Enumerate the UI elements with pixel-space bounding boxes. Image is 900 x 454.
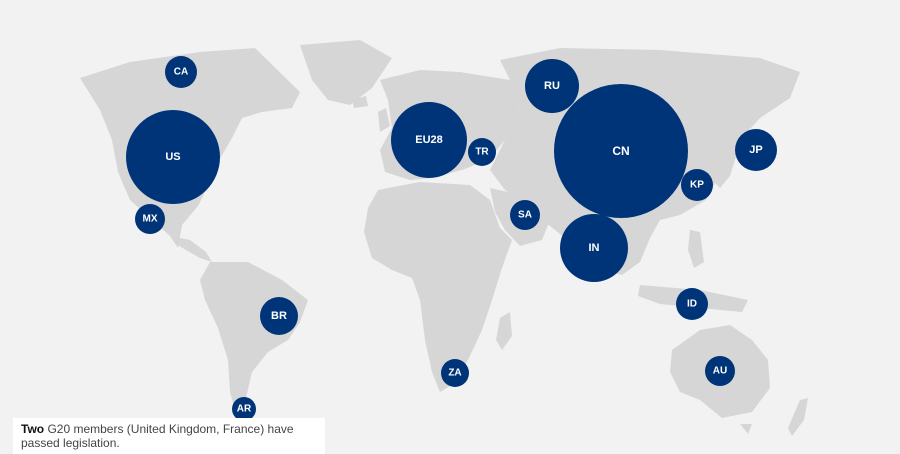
landmass-greenland bbox=[300, 40, 392, 105]
bubble-circle-ca[interactable] bbox=[165, 56, 197, 88]
country-bubble-cn[interactable]: CN bbox=[554, 84, 688, 218]
bubble-label-us: US bbox=[165, 151, 180, 163]
country-bubble-ca[interactable]: CA bbox=[165, 56, 197, 88]
bubble-circle-kp[interactable] bbox=[681, 169, 713, 201]
legend-caption: Two G20 members (United Kingdom, France)… bbox=[13, 418, 325, 454]
caption-text: G20 members (United Kingdom, France) hav… bbox=[21, 422, 294, 450]
country-bubble-sa[interactable]: SA bbox=[510, 200, 540, 230]
country-bubble-za[interactable]: ZA bbox=[441, 359, 469, 387]
bubble-label-kp: KP bbox=[690, 180, 704, 191]
caption-count: Two bbox=[21, 422, 45, 436]
landmass-madagascar bbox=[496, 312, 512, 350]
bubble-label-ca: CA bbox=[174, 67, 188, 78]
landmass-japan bbox=[712, 126, 738, 188]
bubble-label-za: ZA bbox=[448, 368, 461, 379]
bubble-circle-za[interactable] bbox=[441, 359, 469, 387]
country-bubble-ru[interactable]: RU bbox=[525, 59, 579, 113]
bubble-circle-au[interactable] bbox=[705, 356, 735, 386]
bubble-label-eu28: EU28 bbox=[415, 134, 443, 146]
bubble-label-in: IN bbox=[589, 242, 600, 254]
bubble-label-cn: CN bbox=[612, 144, 629, 158]
landmass-tasmania bbox=[740, 424, 752, 434]
bubble-circle-jp[interactable] bbox=[735, 129, 777, 171]
country-bubble-in[interactable]: IN bbox=[560, 214, 628, 282]
bubble-label-jp: JP bbox=[749, 144, 762, 156]
bubble-label-ar: AR bbox=[237, 404, 252, 415]
bubble-label-au: AU bbox=[713, 366, 727, 377]
landmass-central-america bbox=[170, 236, 212, 262]
bubble-circle-mx[interactable] bbox=[135, 204, 165, 234]
country-bubble-br[interactable]: BR bbox=[260, 297, 298, 335]
bubble-circle-cn[interactable] bbox=[554, 84, 688, 218]
country-bubble-us[interactable]: US bbox=[126, 110, 220, 204]
country-bubble-mx[interactable]: MX bbox=[135, 204, 165, 234]
landmass-philippines bbox=[688, 230, 704, 268]
bubble-circle-us[interactable] bbox=[126, 110, 220, 204]
bubble-circle-sa[interactable] bbox=[510, 200, 540, 230]
bubble-circle-tr[interactable] bbox=[468, 138, 496, 166]
country-bubble-id[interactable]: ID bbox=[676, 288, 708, 320]
country-bubble-jp[interactable]: JP bbox=[735, 129, 777, 171]
country-bubble-tr[interactable]: TR bbox=[468, 138, 496, 166]
bubble-circle-eu28[interactable] bbox=[391, 102, 467, 178]
bubble-circle-in[interactable] bbox=[560, 214, 628, 282]
bubble-label-tr: TR bbox=[475, 147, 489, 158]
landmass-south-america bbox=[200, 262, 308, 410]
country-bubble-au[interactable]: AU bbox=[705, 356, 735, 386]
landmass-africa bbox=[364, 182, 512, 392]
bubble-label-id: ID bbox=[687, 299, 697, 310]
country-bubble-kp[interactable]: KP bbox=[681, 169, 713, 201]
bubble-label-mx: MX bbox=[143, 214, 158, 225]
landmass-iceland bbox=[352, 96, 368, 108]
bubble-circle-id[interactable] bbox=[676, 288, 708, 320]
country-bubbles: CA US MX BR AR EU28 TR RU SA CN IN KP JP ID ZA AU bbox=[126, 56, 777, 421]
bubble-circle-ru[interactable] bbox=[525, 59, 579, 113]
country-bubble-ar[interactable]: AR bbox=[232, 397, 256, 421]
landmass-great-britain bbox=[378, 108, 390, 132]
bubble-label-sa: SA bbox=[518, 210, 532, 221]
bubble-circle-br[interactable] bbox=[260, 297, 298, 335]
bubble-label-ru: RU bbox=[544, 80, 560, 92]
bubble-label-br: BR bbox=[271, 310, 287, 322]
bubble-circle-ar[interactable] bbox=[232, 397, 256, 421]
country-bubble-eu28[interactable]: EU28 bbox=[391, 102, 467, 178]
landmass-new-zealand bbox=[788, 398, 808, 436]
